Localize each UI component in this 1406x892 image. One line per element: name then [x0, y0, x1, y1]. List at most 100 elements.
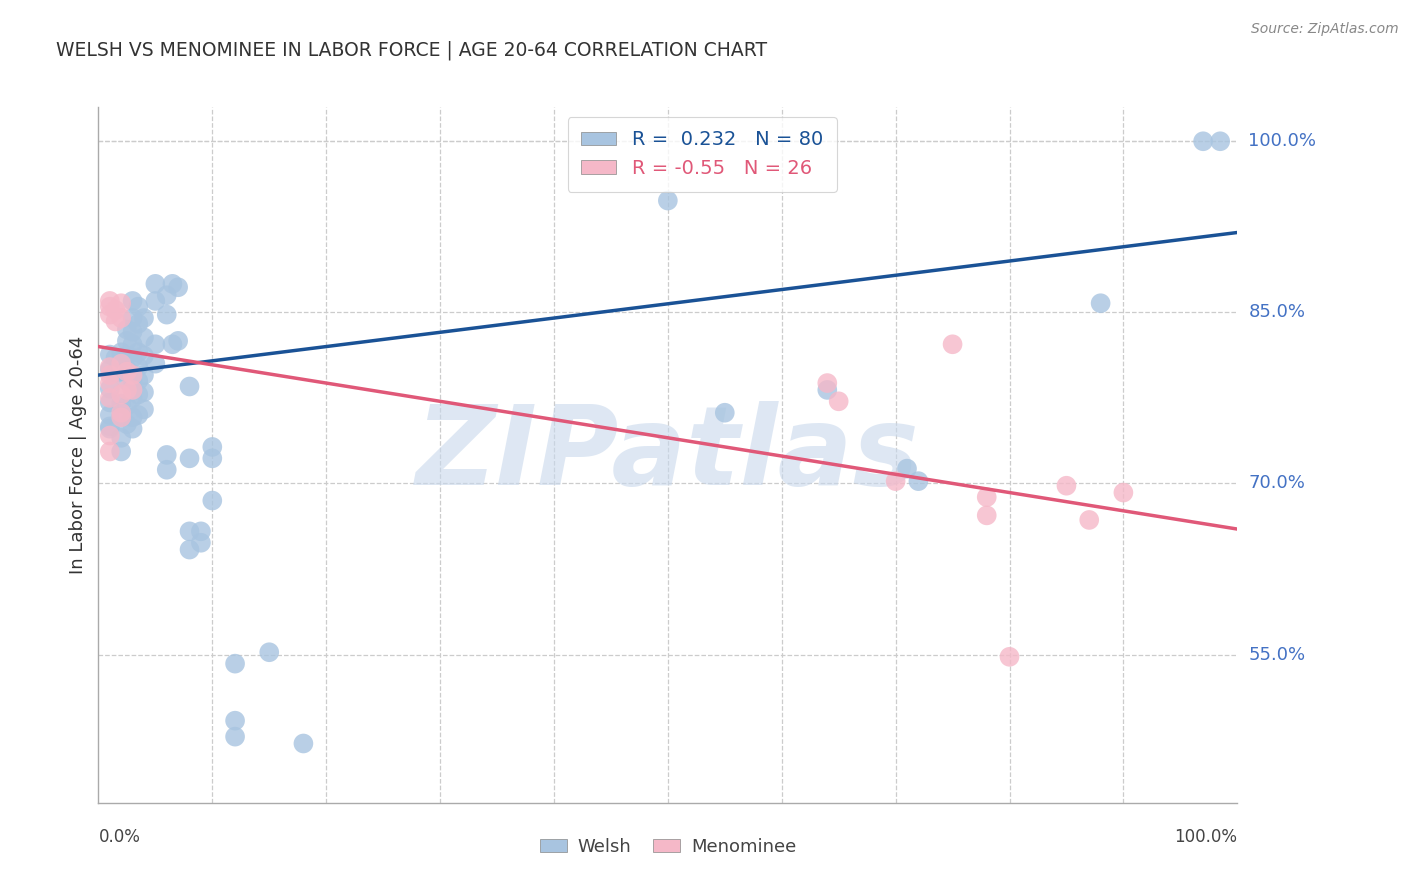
Text: 100.0%: 100.0%: [1174, 828, 1237, 846]
Point: [98, 300, 121, 314]
Text: 55.0%: 55.0%: [1249, 646, 1306, 664]
Point: [121, 337, 143, 351]
Point: [110, 406, 132, 420]
Point: [1209, 134, 1232, 148]
Point: [121, 422, 143, 436]
Point: [115, 365, 138, 379]
Point: [115, 399, 138, 413]
Point: [815, 383, 838, 397]
Point: [1112, 485, 1135, 500]
Point: [132, 402, 155, 417]
Point: [179, 542, 201, 557]
Y-axis label: In Labor Force | Age 20-64: In Labor Force | Age 20-64: [69, 335, 87, 574]
Point: [110, 410, 132, 425]
Point: [224, 657, 246, 671]
Point: [190, 535, 212, 549]
Point: [156, 448, 179, 462]
Point: [127, 387, 149, 401]
Point: [110, 444, 132, 458]
Text: ZIPatlas: ZIPatlas: [416, 401, 920, 508]
Point: [110, 396, 132, 410]
Point: [110, 357, 132, 371]
Point: [156, 308, 179, 322]
Point: [121, 293, 143, 308]
Point: [132, 330, 155, 344]
Point: [115, 383, 138, 397]
Point: [167, 334, 190, 348]
Point: [714, 406, 737, 420]
Point: [190, 524, 212, 539]
Point: [115, 362, 138, 376]
Text: WELSH VS MENOMINEE IN LABOR FORCE | AGE 20-64 CORRELATION CHART: WELSH VS MENOMINEE IN LABOR FORCE | AGE …: [56, 40, 768, 60]
Point: [162, 337, 184, 351]
Point: [98, 444, 121, 458]
Point: [942, 337, 965, 351]
Point: [98, 395, 121, 409]
Point: [127, 408, 149, 422]
Point: [98, 408, 121, 422]
Point: [145, 357, 167, 371]
Point: [896, 461, 918, 475]
Point: [132, 349, 155, 363]
Point: [127, 317, 149, 331]
Point: [132, 368, 155, 382]
Point: [179, 524, 201, 539]
Point: [145, 293, 167, 308]
Text: 85.0%: 85.0%: [1249, 303, 1305, 321]
Point: [201, 493, 224, 508]
Point: [179, 379, 201, 393]
Point: [132, 311, 155, 326]
Point: [121, 374, 143, 388]
Point: [259, 645, 281, 659]
Point: [98, 428, 121, 442]
Point: [110, 296, 132, 310]
Point: [98, 362, 121, 376]
Point: [201, 440, 224, 454]
Point: [156, 288, 179, 302]
Point: [104, 314, 127, 328]
Point: [115, 322, 138, 336]
Point: [127, 360, 149, 375]
Point: [115, 417, 138, 431]
Point: [98, 293, 121, 308]
Point: [110, 410, 132, 425]
Point: [224, 714, 246, 728]
Point: [201, 451, 224, 466]
Point: [104, 303, 127, 318]
Point: [98, 382, 121, 396]
Point: [292, 737, 315, 751]
Point: [179, 451, 201, 466]
Point: [121, 391, 143, 405]
Point: [127, 300, 149, 314]
Point: [104, 366, 127, 380]
Point: [127, 345, 149, 359]
Point: [884, 474, 907, 488]
Text: Source: ZipAtlas.com: Source: ZipAtlas.com: [1251, 22, 1399, 37]
Point: [1090, 296, 1112, 310]
Point: [156, 463, 179, 477]
Point: [121, 351, 143, 365]
Point: [998, 649, 1021, 664]
Point: [115, 349, 138, 363]
Point: [110, 365, 132, 379]
Point: [167, 280, 190, 294]
Point: [104, 351, 127, 365]
Text: 100.0%: 100.0%: [1249, 132, 1316, 150]
Point: [98, 422, 121, 436]
Point: [162, 277, 184, 291]
Point: [115, 374, 138, 388]
Point: [98, 391, 121, 405]
Point: [121, 368, 143, 382]
Point: [976, 508, 998, 523]
Point: [145, 337, 167, 351]
Point: [1078, 513, 1101, 527]
Point: [828, 394, 851, 409]
Point: [224, 730, 246, 744]
Point: [657, 194, 679, 208]
Point: [907, 474, 929, 488]
Point: [98, 376, 121, 390]
Point: [110, 387, 132, 401]
Point: [110, 311, 132, 326]
Point: [98, 360, 121, 375]
Point: [121, 325, 143, 339]
